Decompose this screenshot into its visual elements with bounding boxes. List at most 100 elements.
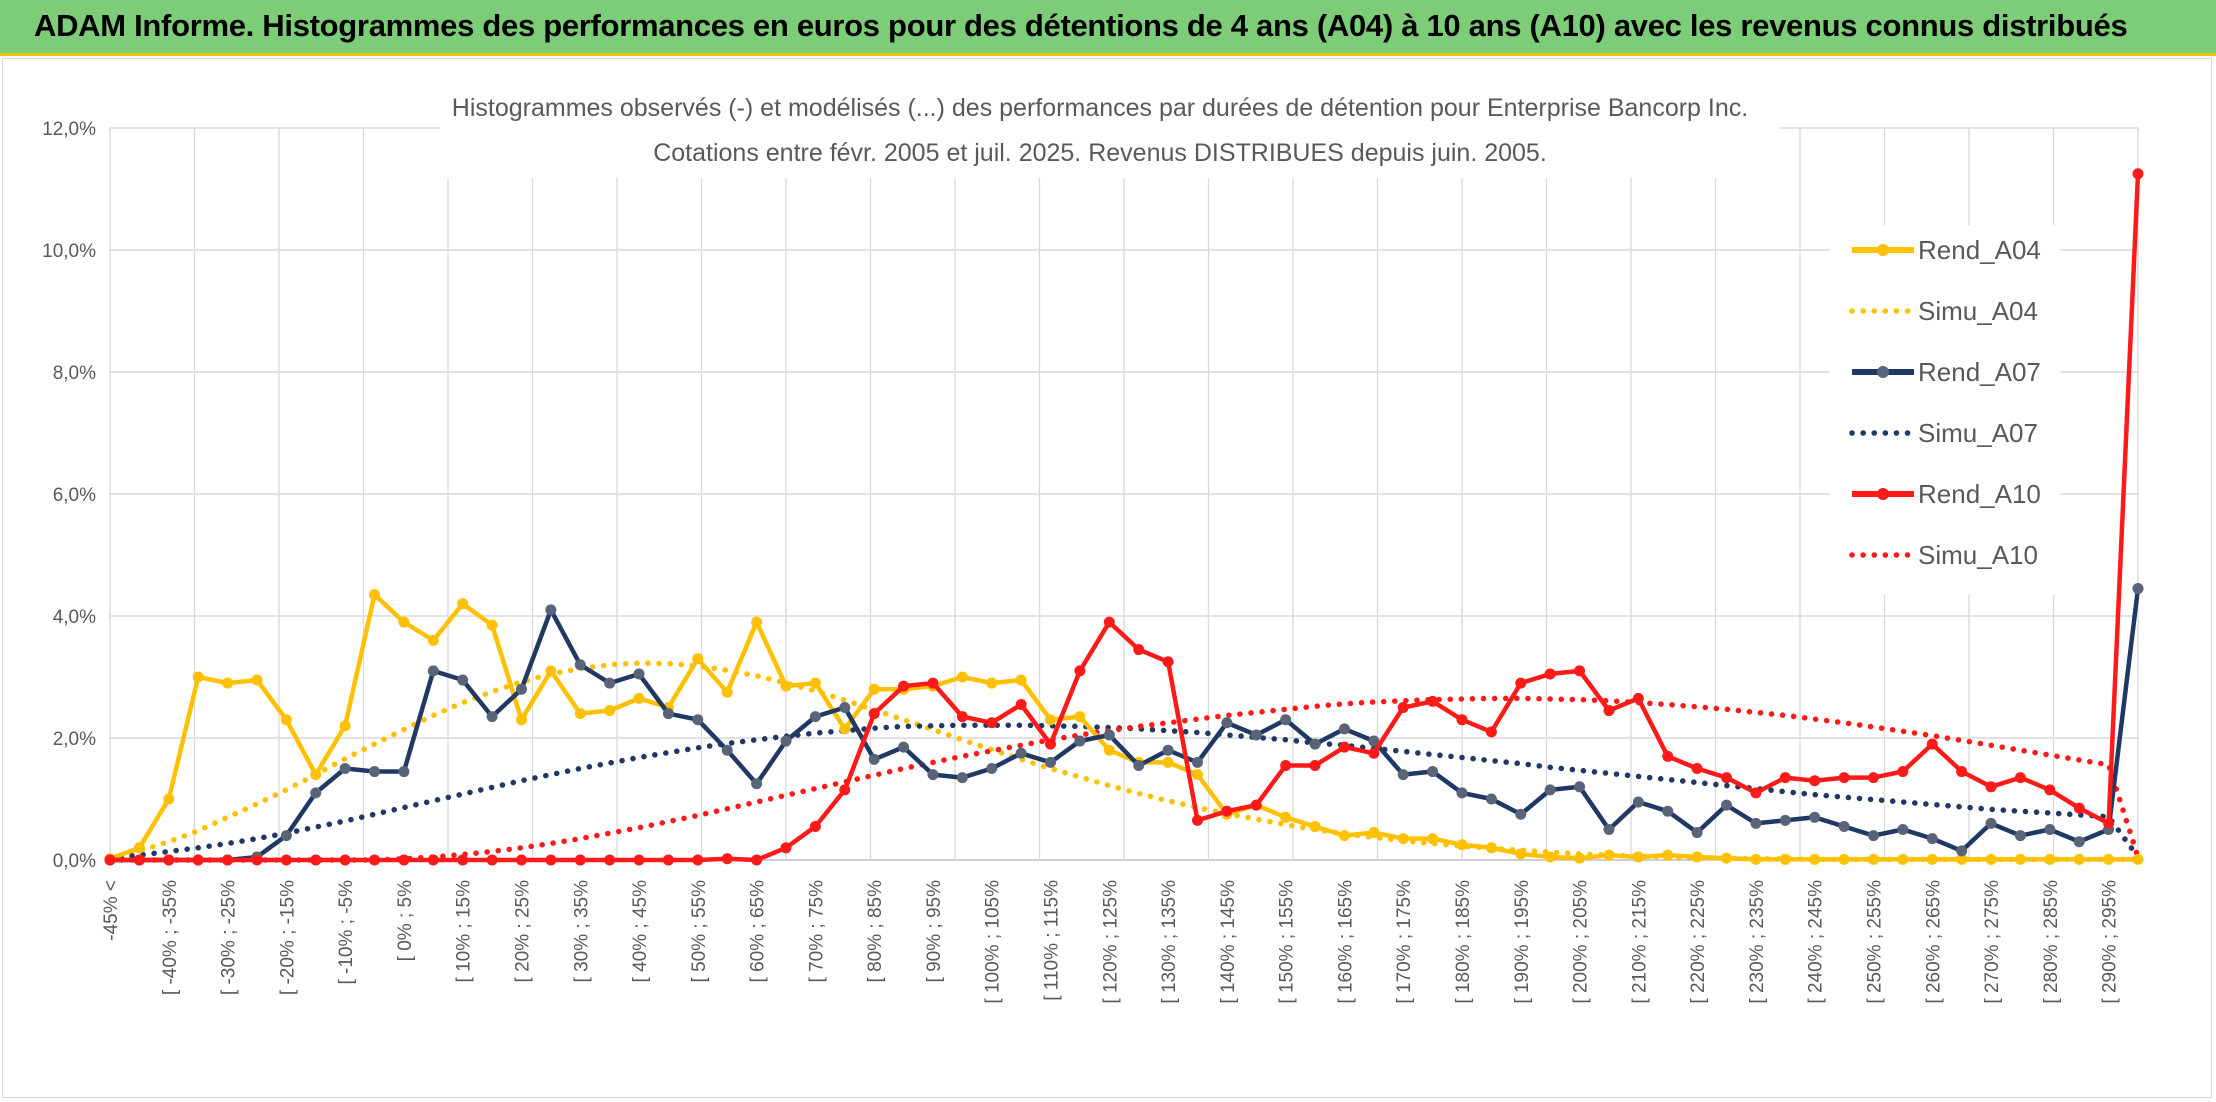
data-point xyxy=(927,769,939,781)
data-point xyxy=(1662,849,1674,861)
series-line-simu_a07 xyxy=(107,722,2141,862)
chart-subtitle-line-1: Histogrammes observés (-) et modélisés (… xyxy=(452,94,1748,122)
data-point xyxy=(1956,853,1968,865)
data-point xyxy=(1926,833,1938,845)
legend-marker xyxy=(1877,366,1889,378)
data-point xyxy=(1632,692,1644,704)
x-tick-label: [ 270% ; 275% xyxy=(1982,880,2003,1004)
data-point xyxy=(1133,759,1145,771)
data-point xyxy=(1368,735,1380,747)
x-tick-label: [ 130% ; 135% xyxy=(1159,880,1180,1004)
data-point xyxy=(1191,756,1203,768)
data-point xyxy=(986,717,998,729)
x-tick-label: [ 240% ; 245% xyxy=(1806,880,1827,1004)
data-point xyxy=(251,674,263,686)
data-point xyxy=(192,854,204,866)
data-point xyxy=(692,714,704,726)
x-tick-label: [ -10% ; -5% xyxy=(336,880,357,985)
data-point xyxy=(2044,784,2056,796)
data-point xyxy=(1632,796,1644,808)
data-point xyxy=(515,683,527,695)
data-point xyxy=(1074,665,1086,677)
data-point xyxy=(1015,674,1027,686)
data-point xyxy=(2014,853,2026,865)
data-point xyxy=(1544,668,1556,680)
data-point xyxy=(427,634,439,646)
data-point xyxy=(868,708,880,720)
x-tick-label: [ -20% ; -15% xyxy=(277,880,298,995)
legend-marker xyxy=(1877,488,1889,500)
data-point xyxy=(1368,827,1380,839)
series-rend_a07 xyxy=(104,583,2144,866)
data-point xyxy=(2073,836,2085,848)
series-rend_a10 xyxy=(104,168,2144,866)
data-point xyxy=(1926,853,1938,865)
data-point xyxy=(1162,744,1174,756)
data-point xyxy=(1250,799,1262,811)
data-point xyxy=(1485,842,1497,854)
chart-frame xyxy=(2,58,2212,1098)
data-point xyxy=(1662,750,1674,762)
data-point xyxy=(2103,853,2115,865)
x-tick-label: [ 210% ; 215% xyxy=(1629,880,1650,1004)
x-tick-label: [ 190% ; 195% xyxy=(1512,880,1533,1004)
data-point xyxy=(1897,824,1909,835)
data-point xyxy=(398,766,410,778)
data-point xyxy=(1721,852,1733,864)
data-point xyxy=(1074,711,1086,723)
x-tick-label: [ 20% ; 25% xyxy=(512,880,533,983)
data-point xyxy=(1632,851,1644,863)
data-point xyxy=(339,763,351,774)
data-point xyxy=(956,772,968,784)
data-point xyxy=(310,854,322,866)
data-point xyxy=(809,677,821,689)
data-point xyxy=(1309,738,1321,750)
data-point xyxy=(427,665,439,677)
data-point xyxy=(457,854,469,866)
data-point xyxy=(1103,744,1115,756)
data-point xyxy=(839,702,851,713)
series-line-rend_a10 xyxy=(110,173,2141,863)
x-tick-label: [ -30% ; -25% xyxy=(219,880,240,995)
data-point xyxy=(1897,766,1909,778)
x-tick-label: [ 180% ; 185% xyxy=(1453,880,1474,1004)
data-point xyxy=(280,854,292,866)
data-point xyxy=(809,711,821,723)
data-point xyxy=(163,854,175,866)
data-point xyxy=(2044,824,2056,835)
x-tick-label: [ 140% ; 145% xyxy=(1218,880,1239,1004)
data-point xyxy=(1867,772,1879,784)
data-point xyxy=(633,668,645,680)
data-point xyxy=(1162,756,1174,768)
chart-subtitle-line-2: Cotations entre févr. 2005 et juil. 2025… xyxy=(653,139,1547,167)
legend-label: Simu_A07 xyxy=(1918,418,2038,448)
data-point xyxy=(2044,853,2056,865)
data-point xyxy=(1338,830,1350,842)
data-point xyxy=(339,720,351,732)
x-tick-label: -45% < xyxy=(101,880,122,941)
y-tick-label: 4,0% xyxy=(53,607,96,628)
title-banner: ADAM Informe. Histogrammes des performan… xyxy=(0,0,2216,56)
data-point xyxy=(662,854,674,866)
data-point xyxy=(1103,729,1115,741)
data-point xyxy=(1838,772,1850,784)
data-point xyxy=(956,711,968,723)
data-point xyxy=(1809,811,1821,823)
data-point xyxy=(398,854,410,866)
data-point xyxy=(986,763,998,774)
x-tick-label: [ 60% ; 65% xyxy=(748,880,769,983)
data-point xyxy=(1897,853,1909,865)
data-point xyxy=(1691,827,1703,839)
data-point xyxy=(780,735,792,747)
x-tick-label: [ 0% ; 5% xyxy=(395,880,416,961)
legend-marker xyxy=(1877,244,1889,256)
data-point xyxy=(486,619,498,631)
data-point xyxy=(457,598,469,610)
data-point xyxy=(2132,853,2144,865)
data-point xyxy=(545,665,557,677)
legend-label: Rend_A07 xyxy=(1918,357,2041,387)
data-point xyxy=(574,854,586,866)
data-point xyxy=(1544,851,1556,863)
y-tick-label: 6,0% xyxy=(53,485,96,506)
